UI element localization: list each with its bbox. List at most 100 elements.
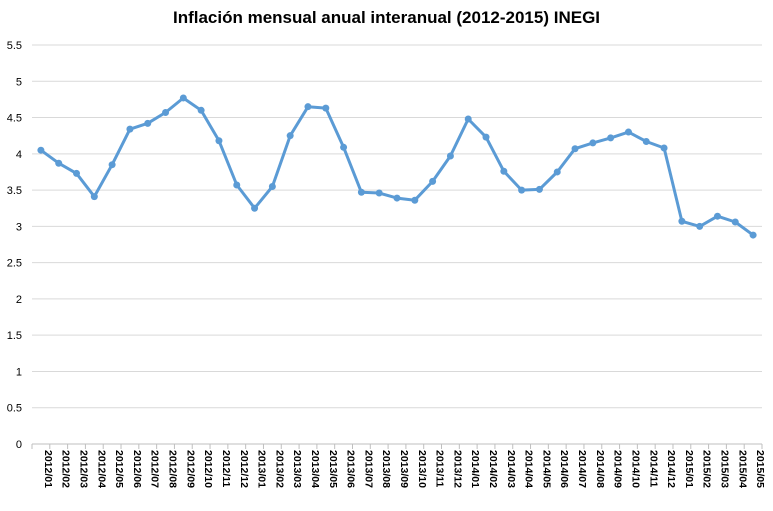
x-tick-label: 2014/03 bbox=[505, 450, 517, 488]
data-point bbox=[535, 185, 543, 193]
x-tick-label: 2014/01 bbox=[469, 450, 481, 488]
y-tick-label: 4.5 bbox=[7, 113, 22, 125]
x-tick-label: 2014/09 bbox=[612, 450, 624, 488]
x-tick-label: 2013/05 bbox=[327, 450, 339, 488]
x-tick-label: 2014/06 bbox=[558, 450, 570, 488]
x-tick-label: 2015/02 bbox=[701, 450, 713, 488]
gridlines bbox=[31, 44, 763, 449]
data-point bbox=[607, 134, 615, 142]
x-tick-label: 2015/05 bbox=[754, 450, 766, 488]
x-tick-label: 2014/02 bbox=[487, 450, 499, 488]
y-tick-label: 1 bbox=[16, 366, 22, 378]
x-tick-label: 2013/02 bbox=[273, 450, 285, 488]
data-point bbox=[233, 181, 241, 189]
x-tick-label: 2012/10 bbox=[202, 450, 214, 488]
x-tick-label: 2014/12 bbox=[665, 450, 677, 488]
y-tick-label: 3.5 bbox=[7, 185, 22, 197]
data-point bbox=[197, 106, 205, 114]
x-tick-label: 2012/02 bbox=[60, 450, 72, 488]
x-tick-label: 2015/04 bbox=[736, 450, 748, 488]
data-point bbox=[660, 144, 668, 152]
y-axis-tick-labels: 0 0.5 1 1.5 2 2.5 3 3.5 4 4.5 5 5.5 bbox=[7, 40, 22, 451]
data-point bbox=[286, 132, 294, 140]
y-tick-label: 5 bbox=[16, 76, 22, 88]
data-point bbox=[322, 104, 330, 112]
x-tick-label: 2015/03 bbox=[718, 450, 730, 488]
data-point bbox=[179, 94, 187, 102]
data-point bbox=[731, 218, 739, 226]
data-point bbox=[55, 159, 63, 167]
data-point bbox=[518, 186, 526, 194]
x-tick-label: 2013/10 bbox=[416, 450, 428, 488]
data-point bbox=[678, 217, 686, 225]
x-tick-label: 2013/08 bbox=[380, 450, 392, 488]
y-tick-label: 2 bbox=[16, 294, 22, 306]
x-tick-label: 2012/09 bbox=[184, 450, 196, 488]
x-tick-label: 2012/07 bbox=[149, 450, 161, 488]
y-tick-label: 0 bbox=[16, 439, 22, 451]
x-tick-label: 2012/11 bbox=[220, 450, 232, 488]
data-point bbox=[144, 119, 152, 127]
data-point bbox=[304, 103, 312, 111]
data-point bbox=[126, 125, 134, 133]
x-tick-label: 2013/11 bbox=[434, 450, 446, 488]
data-point bbox=[73, 169, 81, 177]
x-tick-label: 2013/07 bbox=[362, 450, 374, 488]
x-tick-label: 2013/01 bbox=[256, 450, 268, 488]
data-point bbox=[553, 168, 561, 176]
data-point bbox=[37, 146, 45, 154]
data-point bbox=[482, 133, 490, 141]
data-point bbox=[696, 222, 704, 230]
x-tick-label: 2012/01 bbox=[42, 450, 54, 488]
x-tick-label: 2013/03 bbox=[291, 450, 303, 488]
x-tick-label: 2014/04 bbox=[523, 450, 535, 488]
x-tick-label: 2013/06 bbox=[345, 450, 357, 488]
y-tick-label: 5.5 bbox=[7, 40, 22, 52]
y-tick-label: 3 bbox=[16, 221, 22, 233]
data-point bbox=[411, 196, 419, 204]
x-tick-label: 2014/11 bbox=[647, 450, 659, 488]
x-tick-label: 2014/07 bbox=[576, 450, 588, 488]
x-tick-label: 2012/08 bbox=[167, 450, 179, 488]
x-tick-label: 2012/06 bbox=[131, 450, 143, 488]
x-axis-tick-labels: 2012/01 2012/02 2012/03 2012/04 2012/05 2012/… bbox=[42, 450, 766, 488]
data-point bbox=[446, 152, 454, 160]
x-tick-label: 2015/01 bbox=[683, 450, 695, 488]
x-tick-label: 2012/12 bbox=[238, 450, 250, 488]
data-point bbox=[429, 177, 437, 185]
x-tick-label: 2013/04 bbox=[309, 450, 321, 488]
x-tick-label: 2012/04 bbox=[95, 450, 107, 488]
data-point bbox=[108, 161, 116, 169]
x-tick-label: 2013/12 bbox=[451, 450, 463, 488]
data-point bbox=[589, 139, 597, 147]
x-tick-label: 2014/08 bbox=[594, 450, 606, 488]
chart-title: Inflación mensual anual interanual (2012… bbox=[172, 8, 601, 27]
y-tick-label: 0.5 bbox=[7, 403, 22, 415]
data-point bbox=[713, 212, 721, 220]
x-tick-label: 2012/03 bbox=[78, 450, 90, 488]
y-tick-label: 1.5 bbox=[7, 330, 22, 342]
y-tick-label: 4 bbox=[16, 149, 22, 161]
series-line bbox=[39, 96, 755, 237]
data-point bbox=[642, 137, 650, 145]
data-point bbox=[393, 194, 401, 202]
data-point bbox=[749, 231, 757, 239]
x-tick-label: 2012/05 bbox=[113, 450, 125, 488]
x-tick-label: 2014/10 bbox=[629, 450, 641, 488]
data-point bbox=[268, 182, 276, 190]
data-point bbox=[571, 145, 579, 153]
data-point bbox=[500, 167, 508, 175]
data-point bbox=[162, 108, 170, 116]
data-point bbox=[624, 128, 632, 136]
data-point bbox=[340, 143, 348, 151]
series-line-group bbox=[37, 94, 757, 239]
data-point bbox=[251, 204, 259, 212]
data-point bbox=[215, 137, 223, 145]
x-tick-label: 2013/09 bbox=[398, 450, 410, 488]
data-point bbox=[375, 189, 383, 197]
data-point bbox=[464, 115, 472, 123]
x-tick-label: 2014/05 bbox=[540, 450, 552, 488]
data-point bbox=[357, 188, 365, 196]
y-tick-label: 2.5 bbox=[7, 258, 22, 270]
